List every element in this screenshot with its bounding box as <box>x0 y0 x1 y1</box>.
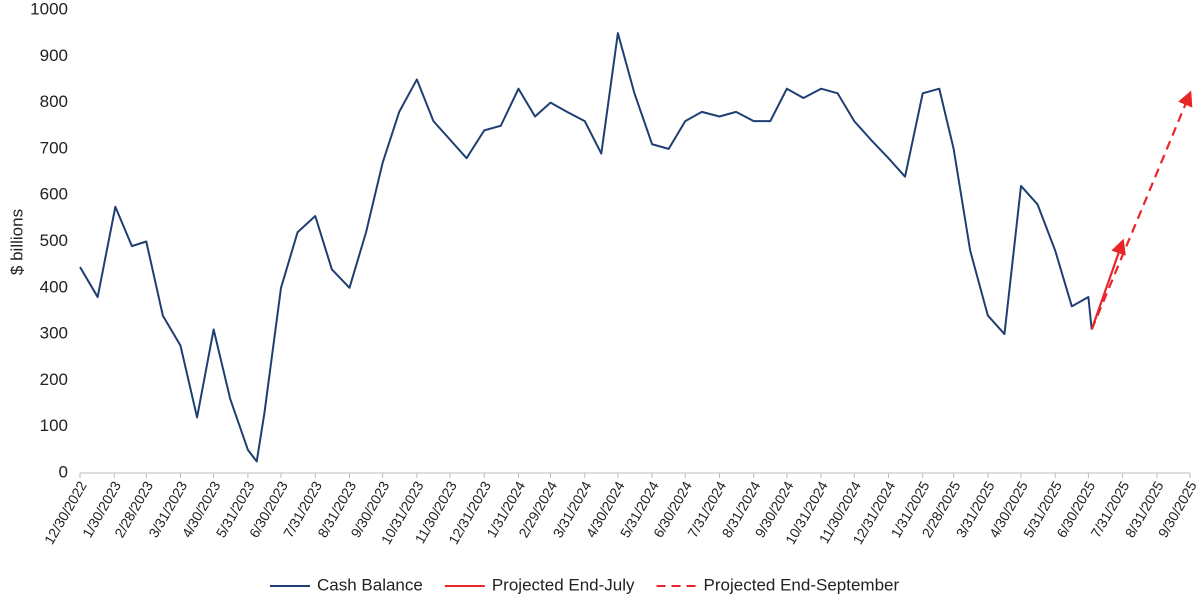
y-tick-label: 1000 <box>30 0 68 18</box>
series-line <box>1090 90 1193 330</box>
series-line <box>79 32 1093 463</box>
legend-label: Projected End-September <box>704 575 900 594</box>
y-tick-label: 200 <box>40 370 68 389</box>
y-tick-label: 600 <box>40 185 68 204</box>
y-tick-label: 400 <box>40 277 68 296</box>
y-tick-label: 0 <box>59 462 68 481</box>
y-tick-label: 100 <box>40 416 68 435</box>
y-tick-label: 500 <box>40 231 68 250</box>
y-axis-label: $ billions <box>7 209 26 275</box>
series-line <box>1090 238 1126 330</box>
y-tick-label: 900 <box>40 46 68 65</box>
y-tick-label: 300 <box>40 324 68 343</box>
y-tick-label: 700 <box>40 138 68 157</box>
y-tick-label: 800 <box>40 92 68 111</box>
legend-label: Projected End-July <box>492 575 635 594</box>
legend-label: Cash Balance <box>317 575 423 594</box>
x-tick-label: 12/30/2022 <box>41 478 90 547</box>
